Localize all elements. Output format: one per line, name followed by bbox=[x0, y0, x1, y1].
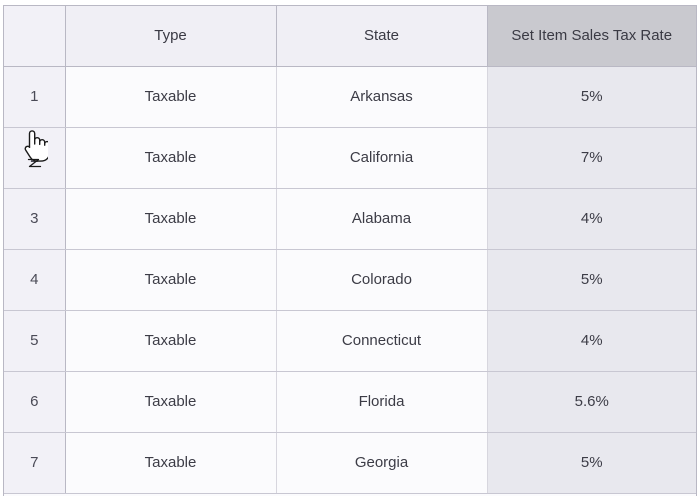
cell-tax-rate[interactable]: 5% bbox=[487, 66, 696, 128]
table-row[interactable]: 3 Taxable Alabama 4% bbox=[4, 188, 696, 250]
cell-state[interactable]: Florida bbox=[276, 371, 488, 433]
cell-type[interactable]: Taxable bbox=[65, 371, 277, 433]
cell-type[interactable]: Taxable bbox=[65, 249, 277, 311]
table-header-row: Type State Set Item Sales Tax Rate bbox=[4, 6, 696, 67]
cell-tax-rate[interactable]: 5% bbox=[487, 432, 696, 494]
row-index-cell[interactable]: 4 bbox=[4, 249, 66, 311]
cell-state[interactable]: Georgia bbox=[276, 432, 488, 494]
table-row[interactable]: 7 Taxable Georgia 5% bbox=[4, 432, 696, 494]
cell-state[interactable]: California bbox=[276, 127, 488, 189]
cell-state[interactable]: Colorado bbox=[276, 249, 488, 311]
cell-state[interactable]: Connecticut bbox=[276, 310, 488, 372]
cell-tax-rate[interactable]: 4% bbox=[487, 188, 696, 250]
column-header-set-item-sales-tax-rate[interactable]: Set Item Sales Tax Rate bbox=[487, 6, 696, 67]
table-header: Type State Set Item Sales Tax Rate bbox=[4, 6, 696, 67]
column-header-state[interactable]: State bbox=[276, 6, 488, 67]
tax-rate-table-container: Type State Set Item Sales Tax Rate 1 Tax… bbox=[3, 5, 697, 496]
row-index-cell[interactable]: 5 bbox=[4, 310, 66, 372]
cell-type[interactable]: Taxable bbox=[65, 66, 277, 128]
table-row[interactable]: 2 Taxable California 7% bbox=[4, 127, 696, 189]
cell-type[interactable]: Taxable bbox=[65, 127, 277, 189]
cell-tax-rate[interactable]: 5% bbox=[487, 249, 696, 311]
table-row[interactable]: 5 Taxable Connecticut 4% bbox=[4, 310, 696, 372]
cell-state[interactable]: Alabama bbox=[276, 188, 488, 250]
row-index-cell[interactable]: 1 bbox=[4, 66, 66, 128]
cell-type[interactable]: Taxable bbox=[65, 188, 277, 250]
cell-tax-rate[interactable]: 7% bbox=[487, 127, 696, 189]
cell-tax-rate[interactable]: 4% bbox=[487, 310, 696, 372]
column-header-index[interactable] bbox=[4, 6, 66, 67]
column-header-type[interactable]: Type bbox=[65, 6, 277, 67]
row-index-cell[interactable]: 3 bbox=[4, 188, 66, 250]
cell-tax-rate[interactable]: 5.6% bbox=[487, 371, 696, 433]
table-body: 1 Taxable Arkansas 5% 2 Taxable Californ… bbox=[4, 66, 696, 494]
table-row[interactable]: 1 Taxable Arkansas 5% bbox=[4, 66, 696, 128]
table-row[interactable]: 6 Taxable Florida 5.6% bbox=[4, 371, 696, 433]
cell-type[interactable]: Taxable bbox=[65, 432, 277, 494]
row-index-cell[interactable]: 6 bbox=[4, 371, 66, 433]
row-index-cell[interactable]: 7 bbox=[4, 432, 66, 494]
row-index-cell[interactable]: 2 bbox=[4, 127, 66, 189]
table-row[interactable]: 4 Taxable Colorado 5% bbox=[4, 249, 696, 311]
tax-rate-table: Type State Set Item Sales Tax Rate 1 Tax… bbox=[4, 6, 696, 494]
cell-type[interactable]: Taxable bbox=[65, 310, 277, 372]
cell-state[interactable]: Arkansas bbox=[276, 66, 488, 128]
